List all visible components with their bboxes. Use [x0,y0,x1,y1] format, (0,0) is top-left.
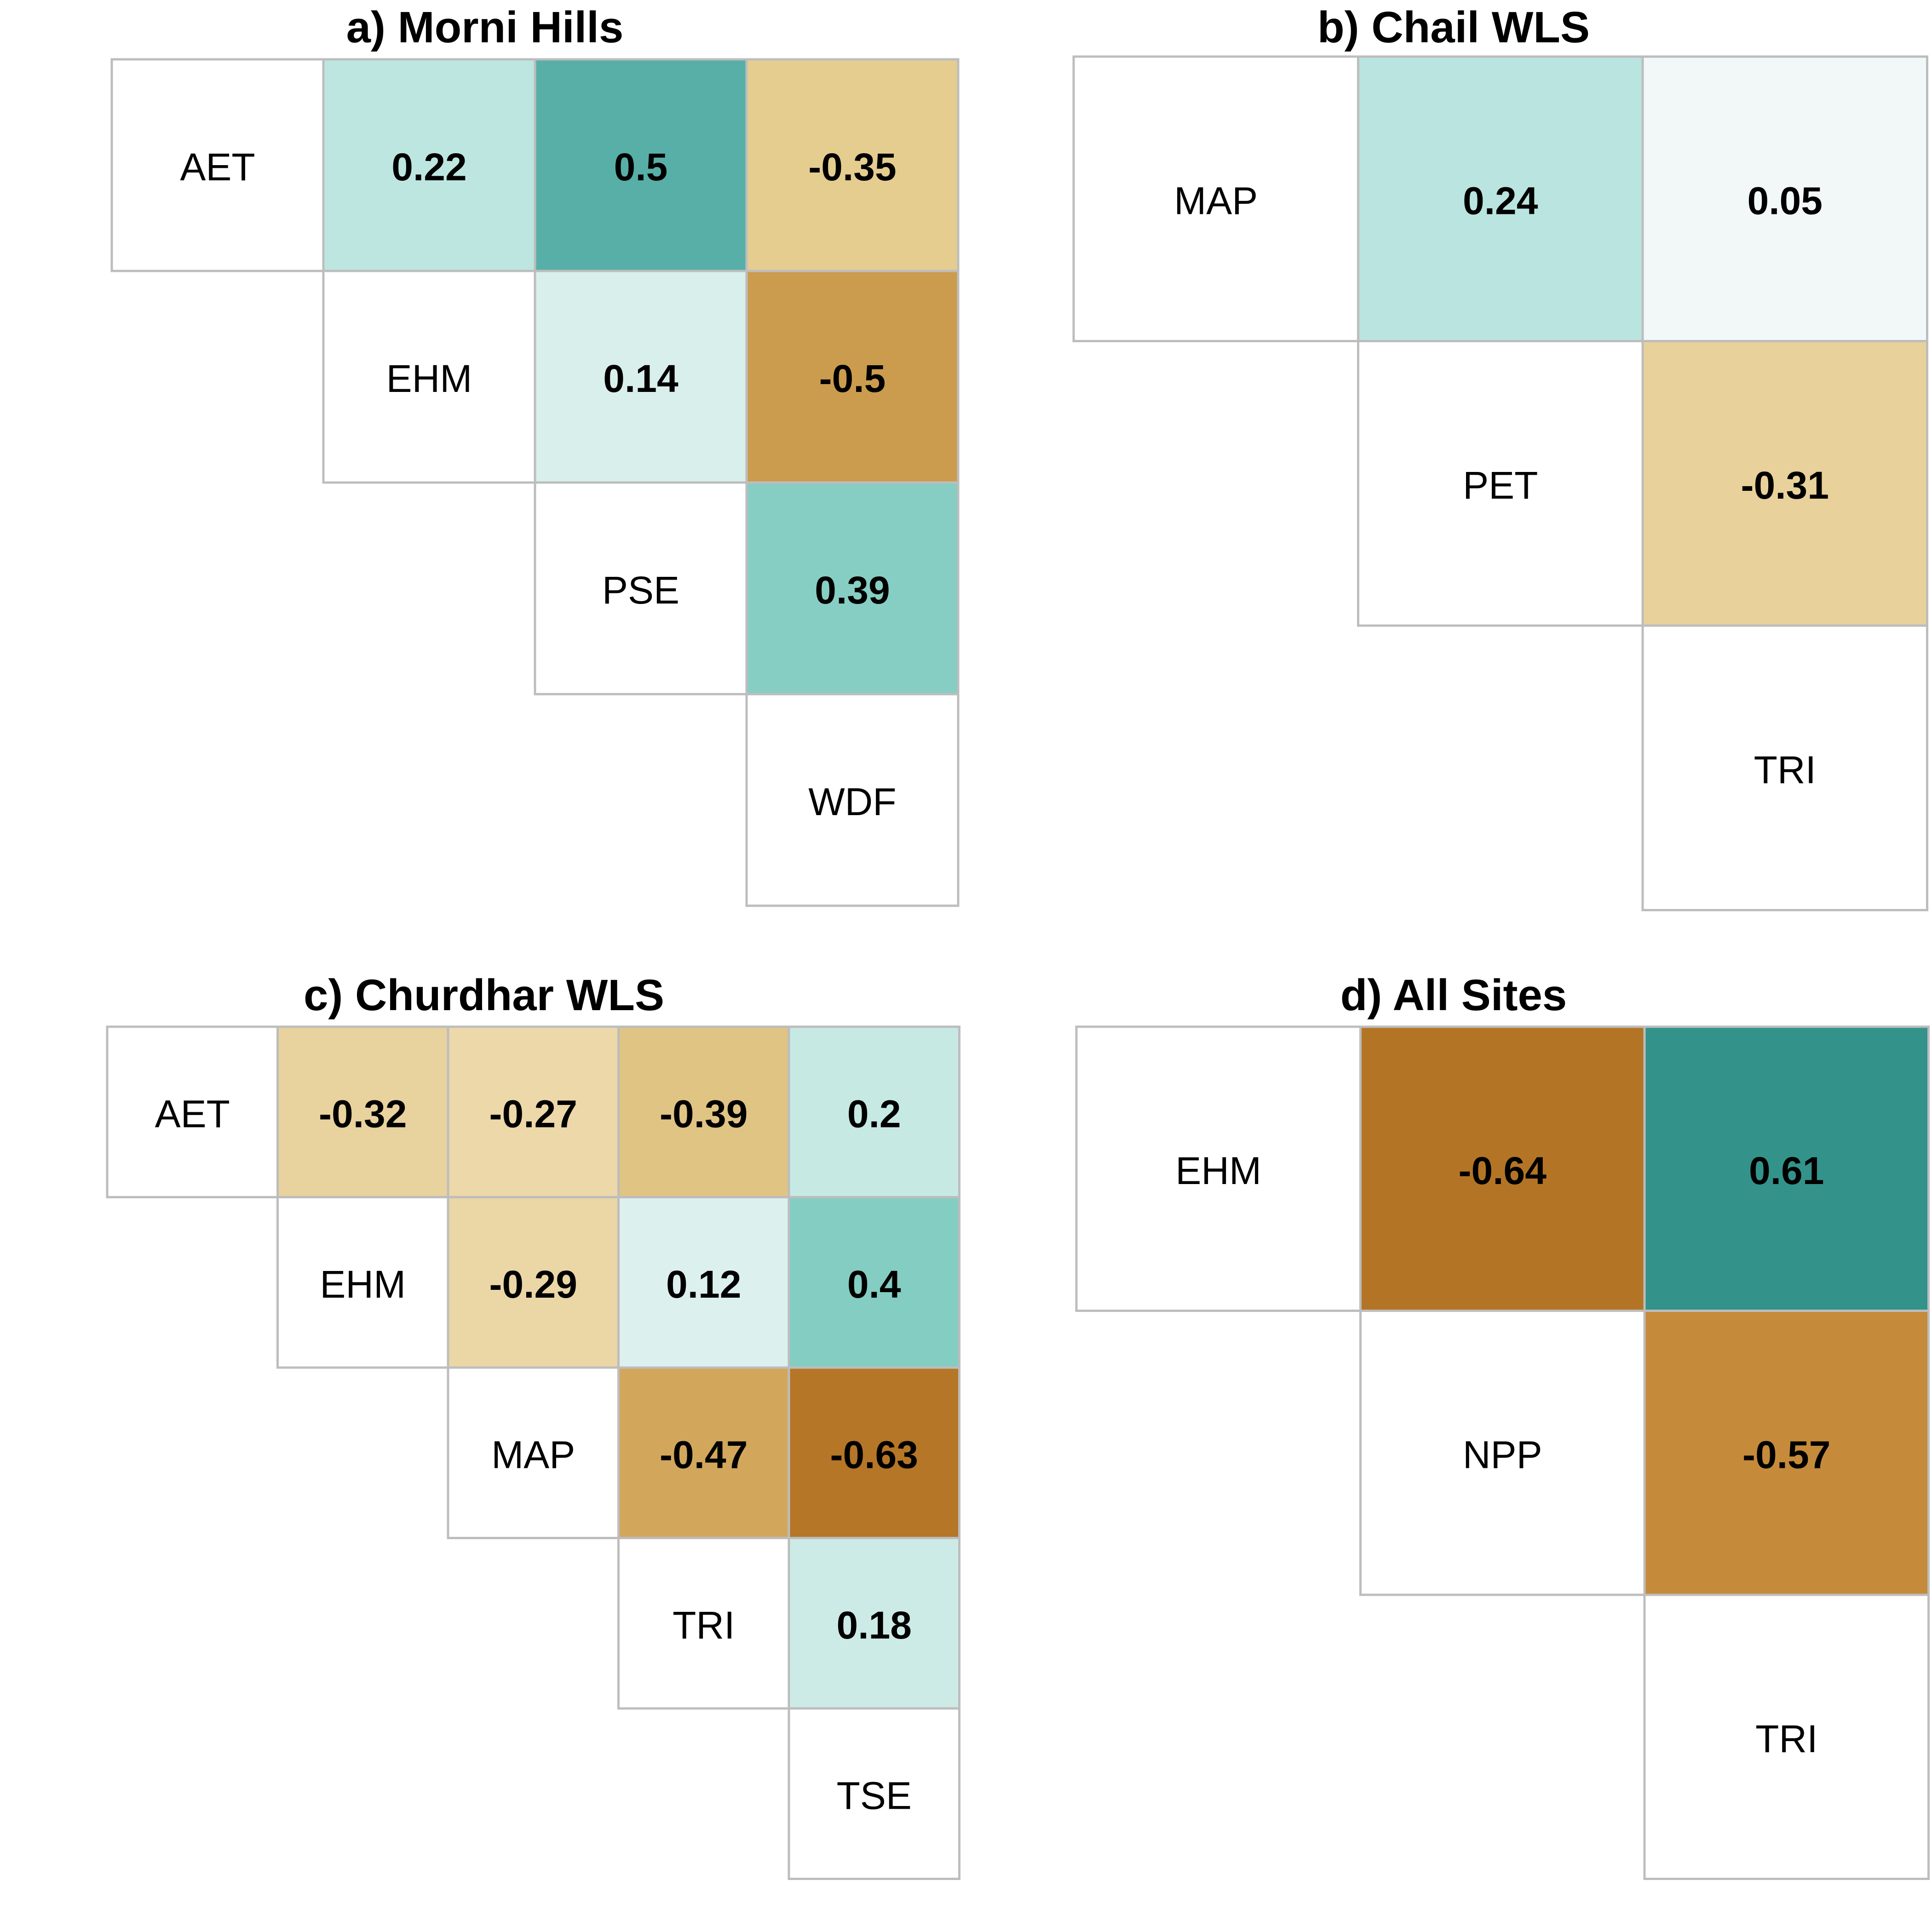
variable-cell-aet [110,58,325,272]
variable-cell-wdf [745,693,960,907]
correlation-cell-aet-tse [788,1025,960,1198]
correlation-value-ehm-pse: 0.14 [603,357,678,400]
variable-cell-tri [617,1537,790,1710]
correlation-value-ehm-npp: -0.64 [1459,1149,1547,1192]
variable-label-pse: PSE [602,569,679,612]
panel-title-morni-hills: a) Morni Hills [346,3,624,52]
correlation-cell-ehm-tri [1643,1025,1930,1312]
correlation-cell-map-tse [788,1366,960,1539]
correlation-cell-map-tri [617,1366,790,1539]
correlation-value-aet-wdf: -0.35 [808,145,896,189]
correlation-cell-ehm-tse [788,1196,960,1369]
variable-label-pet: PET [1463,464,1538,507]
correlation-value-map-pet: 0.24 [1463,179,1538,222]
correlation-cell-aet-ehm [322,58,536,272]
correlation-value-aet-map: -0.27 [489,1092,577,1135]
variable-cell-tri [1643,1593,1930,1880]
correlation-cell-map-tri [1641,55,1928,342]
correlation-cell-pse-wdf [745,481,960,696]
correlation-value-ehm-tse: 0.4 [847,1263,901,1306]
variable-cell-tse [788,1707,960,1880]
correlation-cell-aet-pse [534,58,748,272]
correlation-value-tri-tse: 0.18 [837,1604,912,1647]
variable-cell-pet [1357,340,1644,627]
panel-churdhar-wls: c) Churdhar WLS AET EHM MAP TRI TSE -0.32 -0.2… [106,971,960,1880]
variable-label-npp: NPP [1463,1433,1542,1476]
correlation-value-map-tse: -0.63 [830,1433,918,1476]
variable-label-ehm: EHM [386,357,472,400]
correlation-value-aet-ehm: -0.32 [319,1092,407,1135]
variable-cell-map [447,1366,620,1539]
correlation-value-ehm-wdf: -0.5 [819,357,886,400]
variable-label-ehm: EHM [320,1263,406,1306]
panel-title-churdhar-wls: c) Churdhar WLS [304,971,664,1020]
correlation-cell-ehm-pse [534,270,748,484]
correlation-cell-aet-ehm [276,1025,449,1198]
panel-all-sites: d) All Sites EHM NPP TRI -0.64 0.61 -0.57 [1075,971,1930,1880]
correlation-value-map-tri: 0.05 [1748,179,1823,222]
correlation-value-aet-ehm: 0.22 [391,145,467,189]
correlation-value-npp-tri: -0.57 [1742,1433,1830,1476]
variable-label-tri: TRI [673,1604,735,1647]
correlation-value-aet-tse: 0.2 [847,1092,901,1135]
panel-chail-wls: b) Chail WLS MAP PET TRI 0.24 0.05 -0.31 [1072,3,1928,911]
variable-label-aet: AET [155,1092,230,1135]
variable-cell-ehm [322,270,536,484]
correlation-value-map-tri: -0.47 [660,1433,748,1476]
variable-label-map: MAP [491,1433,575,1476]
correlation-cell-aet-map [447,1025,620,1198]
variable-cell-aet [106,1025,279,1198]
variable-label-tse: TSE [837,1774,912,1817]
variable-label-wdf: WDF [808,780,896,823]
variable-label-tri: TRI [1754,748,1816,791]
panel-title-all-sites: d) All Sites [1340,971,1567,1020]
correlation-cell-pet-tri [1641,340,1928,627]
correlation-cell-npp-tri [1643,1310,1930,1596]
correlation-cell-map-pet [1357,55,1644,342]
correlation-value-ehm-map: -0.29 [489,1263,577,1306]
variable-cell-ehm [276,1196,449,1369]
panel-title-chail-wls: b) Chail WLS [1317,3,1590,52]
variable-label-aet: AET [180,145,255,189]
correlation-value-aet-pse: 0.5 [614,145,668,189]
correlation-value-pse-wdf: 0.39 [815,569,890,612]
variable-label-ehm: EHM [1175,1149,1261,1192]
correlation-value-ehm-tri: 0.12 [666,1263,742,1306]
variable-cell-tri [1641,624,1928,911]
panel-morni-hills: a) Morni Hills AET EHM PSE WDF 0.22 0.5 -0.35 0… [110,3,960,907]
correlation-value-ehm-tri: 0.61 [1749,1149,1824,1192]
correlation-value-aet-tri: -0.39 [660,1092,748,1135]
correlation-cell-ehm-tri [617,1196,790,1369]
correlation-value-pet-tri: -0.31 [1741,464,1829,507]
variable-label-map: MAP [1174,179,1258,222]
variable-label-tri: TRI [1755,1717,1817,1760]
correlation-cell-tri-tse [788,1537,960,1710]
correlation-cell-ehm-npp [1359,1025,1646,1312]
